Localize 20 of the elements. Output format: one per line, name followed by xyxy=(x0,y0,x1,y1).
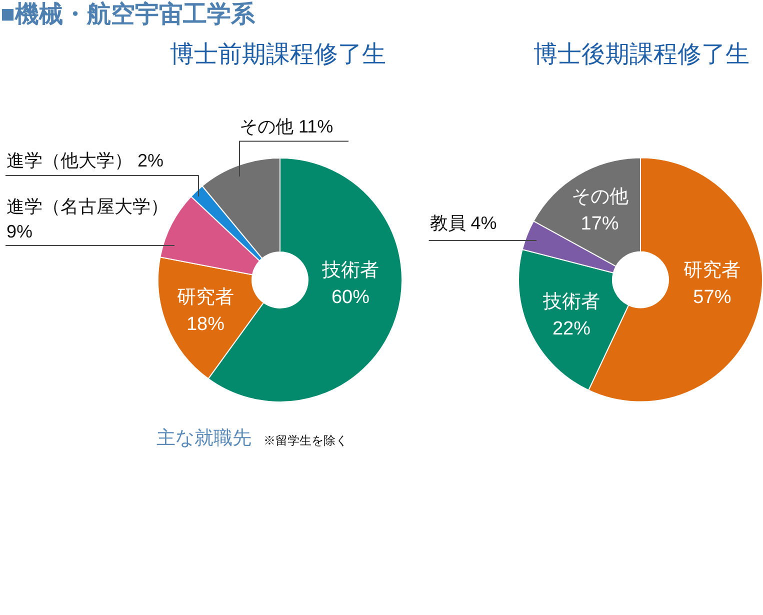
data-label: 18% xyxy=(186,314,225,335)
text: ■機械・航空宇宙工学系 xyxy=(0,0,256,28)
chart-title: 博士前期課程修了生 xyxy=(170,41,386,68)
text: 主な就職先 xyxy=(156,427,252,449)
data-label: 60% xyxy=(331,287,370,308)
slice-label: その他 11% xyxy=(240,116,334,136)
slice-label: 教員 4% xyxy=(430,213,497,234)
slice-label: 進学（名古屋大学） xyxy=(6,196,168,216)
slice-label: 研究者 xyxy=(177,286,234,308)
chart-title: 博士後期課程修了生 xyxy=(534,41,750,68)
text: ※留学生を除く xyxy=(264,434,348,448)
slice-label: 技術者 xyxy=(542,292,600,313)
slice-label: 進学（他大学） 2% xyxy=(6,150,164,170)
data-label: 57% xyxy=(693,287,732,308)
slice-label: 研究者 xyxy=(684,259,741,281)
slice-label: その他 xyxy=(571,186,628,208)
data-label: 9% xyxy=(6,222,33,242)
data-label: 17% xyxy=(580,214,619,235)
slice-label: 技術者 xyxy=(321,260,379,281)
data-label: 22% xyxy=(552,318,591,340)
